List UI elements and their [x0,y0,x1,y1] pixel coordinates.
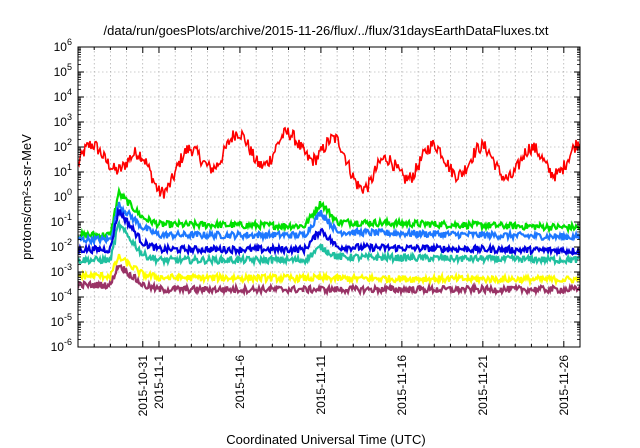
grid-lines [77,46,581,348]
series-line [78,201,580,247]
y-tick-label: 101 [54,162,72,179]
y-tick-label: 102 [54,137,72,154]
plot-frame [77,46,581,348]
x-tick-label: 2015-11-16 [395,355,409,416]
series-line [78,126,580,199]
y-tick-label: 10-6 [51,337,72,354]
x-tick-label: 2015-10-31 [136,355,150,417]
data-series [78,126,580,297]
y-tick-label: 10-5 [51,312,72,329]
series-line [78,264,580,297]
y-tick-label: 10-1 [51,212,72,229]
series-line [78,207,580,258]
series-line [78,186,580,242]
x-tick-label: 2015-11-6 [233,355,247,409]
y-tick-label: 106 [54,37,72,54]
y-tick-label: 104 [54,87,72,104]
series-line [78,253,580,287]
y-tick-label: 10-2 [51,237,72,254]
y-tick-label: 10-3 [51,262,72,279]
y-tick-label: 103 [54,112,72,129]
x-tick-label: 2015-11-21 [476,355,490,416]
x-tick-label: 2015-11-11 [314,355,328,415]
y-tick-label: 10-4 [51,287,72,304]
y-axis-label: protons/cm²-s-sr-MeV [19,134,34,260]
x-tick-label: 2015-11-1 [152,355,166,409]
series-line [78,219,580,268]
x-axis-label: Coordinated Universal Time (UTC) [226,432,425,447]
y-tick-labels: 106 105 104 103 102 101 100 10-1 10-2 10-3 10-4 10-… [51,37,72,354]
x-tick-label: 2015-11-26 [557,355,571,416]
chart-title: /data/run/goesPlots/archive/2015-11-26/f… [104,23,549,38]
x-tick-labels: 2015-10-31 2015-11-1 2015-11-6 2015-11-11 20… [136,355,571,417]
axis-ticks [77,46,581,348]
y-tick-label: 105 [54,62,72,79]
y-tick-label: 100 [54,187,72,204]
